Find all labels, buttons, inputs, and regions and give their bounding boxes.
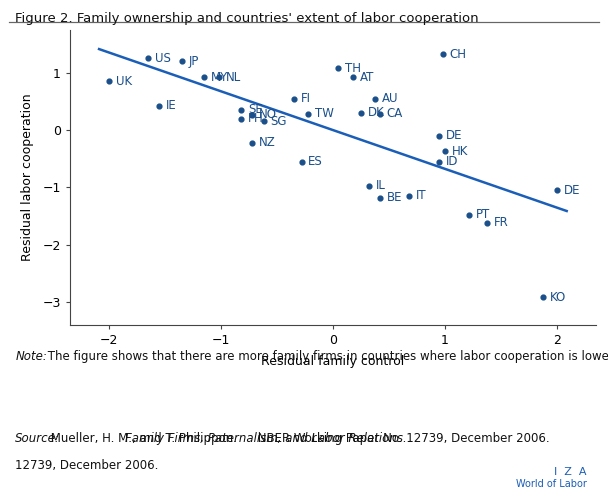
Point [143, 55, 153, 62]
Point [465, 211, 474, 219]
Point [375, 110, 385, 118]
Text: DE: DE [446, 129, 463, 142]
Text: Figure 2. Family ownership and countries' extent of labor cooperation: Figure 2. Family ownership and countries… [15, 12, 479, 25]
Point [334, 64, 344, 72]
Text: IT: IT [416, 189, 426, 202]
Text: DE: DE [564, 184, 580, 197]
Text: ES: ES [308, 155, 323, 168]
Point [370, 95, 380, 103]
Text: Mueller, H. M., and T. Philippon.: Mueller, H. M., and T. Philippon. [47, 432, 241, 444]
Text: I  Z  A: I Z A [554, 467, 587, 477]
Point [247, 139, 257, 147]
Point [237, 115, 246, 123]
Text: 12739, December 2006.: 12739, December 2006. [15, 459, 159, 472]
Text: PT: PT [476, 208, 491, 221]
Point [552, 186, 562, 194]
Point [404, 192, 414, 200]
Point [199, 73, 209, 81]
Text: NO: NO [259, 108, 277, 121]
Text: AT: AT [360, 71, 374, 84]
Text: Note:: Note: [15, 350, 47, 363]
Point [154, 102, 164, 110]
Point [348, 73, 358, 81]
Text: SE: SE [248, 104, 263, 117]
Text: DK: DK [368, 106, 384, 120]
Text: NZ: NZ [259, 136, 276, 149]
Point [297, 158, 306, 166]
Text: TH: TH [345, 62, 361, 75]
Point [364, 182, 373, 189]
Point [258, 118, 268, 125]
Text: SG: SG [270, 115, 287, 128]
Text: World of Labor: World of Labor [516, 479, 587, 489]
Text: IL: IL [375, 179, 385, 192]
Text: ID: ID [446, 155, 458, 168]
Point [438, 51, 447, 59]
Point [440, 147, 450, 155]
Point [177, 58, 187, 65]
Point [214, 73, 224, 81]
Text: FI: FI [300, 92, 311, 105]
Y-axis label: Residual labor cooperation: Residual labor cooperation [21, 94, 34, 261]
Text: MY: MY [211, 71, 228, 84]
Text: BE: BE [387, 191, 402, 204]
Point [539, 294, 548, 302]
Text: NL: NL [226, 71, 241, 84]
Point [434, 132, 444, 140]
Text: UK: UK [116, 75, 132, 88]
Text: NBER Working Paper No. 12739, December 2006.: NBER Working Paper No. 12739, December 2… [254, 432, 550, 444]
Text: IE: IE [166, 100, 177, 113]
Text: FR: FR [494, 216, 509, 229]
Text: PH: PH [248, 112, 264, 125]
Text: KO: KO [550, 291, 566, 304]
X-axis label: Residual family control: Residual family control [261, 355, 404, 368]
Point [482, 219, 492, 227]
Point [434, 158, 444, 166]
Point [356, 109, 366, 117]
Text: US: US [155, 52, 171, 65]
Point [303, 110, 313, 118]
Text: AU: AU [382, 92, 399, 105]
Point [289, 95, 299, 103]
Text: CA: CA [387, 108, 403, 121]
Text: Family Firms, Paternalism, and Labor Relations.: Family Firms, Paternalism, and Labor Rel… [125, 432, 407, 444]
Point [104, 77, 114, 85]
Text: The figure shows that there are more family firms in countries where labor coope: The figure shows that there are more fam… [44, 350, 608, 363]
Text: CH: CH [449, 48, 466, 61]
Text: TW: TW [315, 108, 334, 121]
Point [375, 194, 385, 202]
Point [237, 106, 246, 114]
Point [247, 111, 257, 119]
Text: Source:: Source: [15, 432, 60, 444]
Text: HK: HK [452, 145, 468, 158]
Text: JP: JP [188, 55, 199, 68]
